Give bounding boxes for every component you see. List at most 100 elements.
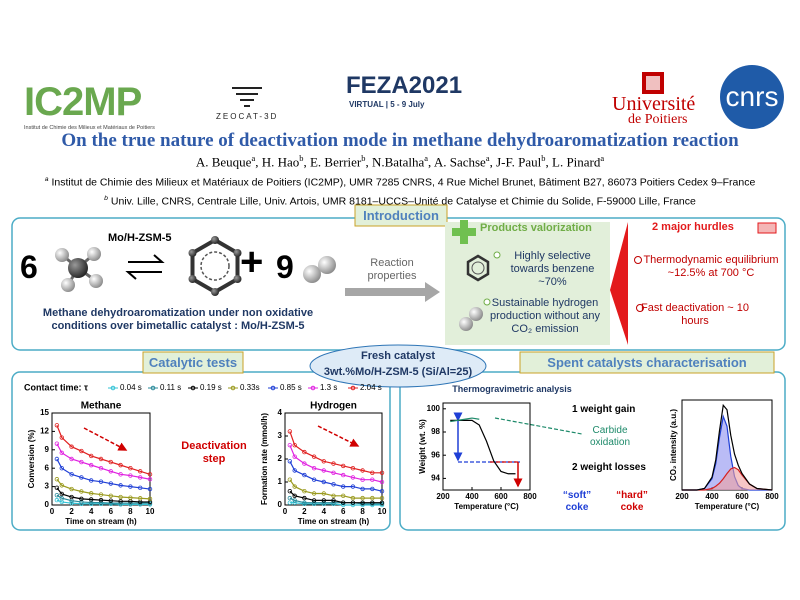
h2-icon	[459, 307, 483, 331]
poitiers-crest	[642, 72, 664, 94]
marker	[292, 443, 297, 448]
marker	[79, 448, 84, 454]
marker	[341, 493, 346, 498]
line	[56, 425, 151, 475]
coefficient: 9	[276, 249, 294, 285]
zeocat-logo: ZEOCAT-3D	[216, 112, 279, 121]
line	[56, 499, 150, 505]
marker	[147, 496, 153, 502]
marker	[79, 499, 84, 505]
hurdles-heading: 2 major hurdles	[652, 221, 734, 233]
marker	[370, 495, 375, 501]
marker	[54, 497, 60, 503]
catalyst: Mo/H-ZSM-5	[108, 232, 172, 244]
author-name: , A. Sachse	[428, 154, 486, 170]
marker	[350, 500, 356, 505]
trend-arrow	[317, 425, 360, 447]
marker	[302, 500, 307, 505]
marker	[137, 469, 143, 474]
heading-pill	[354, 204, 448, 227]
author-affiliation: a	[485, 153, 490, 163]
marker	[88, 462, 94, 468]
affiliation: a Institut de Chimie des Milieux et Matér…	[45, 172, 756, 191]
methane-molecule	[55, 247, 103, 292]
x-tick-label: 4	[89, 507, 94, 516]
x-axis-label: Time on stream (h)	[298, 517, 370, 526]
x-tick-label: 200	[675, 492, 689, 501]
marker	[311, 466, 317, 471]
marker	[370, 500, 375, 505]
marker	[331, 493, 336, 498]
marker	[128, 484, 133, 489]
properties-label: Reaction properties	[367, 257, 417, 283]
author-affiliation: b	[541, 153, 546, 163]
line	[289, 497, 382, 505]
benzene-icon	[466, 254, 490, 282]
y-tick-label: 3	[45, 482, 50, 491]
x-tick-label: 4	[322, 507, 327, 516]
author-name: , J-F. Paul	[489, 154, 542, 170]
y-tick-label: 15	[40, 408, 49, 417]
bullet	[493, 251, 501, 259]
marker	[69, 500, 74, 506]
fresh-composition: 3wt.%Mo/H-ZSM-5 (Si/Al=25)	[323, 366, 473, 378]
title: On the true nature of deactivation mode …	[61, 130, 739, 151]
x-tick-label: 6	[109, 507, 114, 516]
marker	[302, 449, 307, 455]
x-tick-label: 6	[341, 507, 346, 516]
y-tick-label: 98	[431, 427, 440, 436]
marker	[108, 481, 113, 486]
marker	[321, 491, 326, 496]
hurdles-item: Thermodynamic equilibrium ~12.5% at 700 …	[643, 254, 779, 280]
line	[289, 490, 382, 504]
caption: Methane dehydroaromatization under non o…	[42, 307, 314, 333]
author-affiliation: b	[361, 153, 366, 163]
marker	[379, 479, 385, 485]
marker	[118, 499, 123, 504]
marker	[350, 466, 356, 471]
trend-arrow	[83, 427, 128, 451]
legend-label: 0.33s	[240, 383, 260, 392]
marker	[287, 477, 293, 482]
products-heading: Products valorization	[480, 222, 592, 234]
y-tick-label: 96	[431, 450, 440, 459]
y-tick-label: 12	[40, 427, 49, 436]
properties-arrow	[345, 282, 440, 302]
x-axis-label: Time on stream (h)	[65, 517, 137, 526]
author-name: , H. Hao	[255, 154, 300, 170]
y-axis-label: Weight (wt. %)	[418, 419, 427, 474]
feza-subtitle: VIRTUAL | 5 - 9 July	[349, 100, 425, 109]
legend-label: 0.04 s	[120, 383, 142, 392]
marker	[292, 468, 297, 473]
marker	[147, 486, 153, 492]
x-tick-label: 0	[50, 507, 55, 516]
y-tick-label: 1	[278, 477, 283, 486]
equilibrium-arrows	[125, 254, 165, 280]
hurdles-wedge	[610, 222, 628, 345]
marker	[88, 497, 94, 502]
marker	[321, 459, 326, 464]
x-tick-label: 600	[735, 492, 749, 501]
poitiers-logo: Université	[612, 93, 696, 115]
marker	[128, 495, 133, 500]
marker	[54, 477, 60, 482]
marker	[69, 444, 74, 449]
marker	[69, 486, 74, 492]
legend-label: 1.3 s	[320, 383, 337, 392]
marker	[302, 495, 307, 501]
marker	[108, 493, 113, 498]
line	[56, 487, 150, 503]
marker	[59, 496, 64, 501]
feza-logo: FEZA2021	[346, 72, 463, 99]
marker	[341, 500, 346, 505]
section-heading: Spent catalysts characterisation	[547, 355, 747, 370]
author-name: A. Beuque	[195, 154, 252, 170]
marker	[79, 459, 84, 465]
y-tick-label: 3	[278, 431, 283, 440]
marker	[147, 472, 153, 477]
marker	[360, 477, 365, 482]
marker	[147, 477, 153, 482]
poitiers-logo: de Poitiers	[628, 112, 688, 127]
y-tick-label: 0	[45, 500, 50, 509]
marker	[108, 498, 113, 503]
